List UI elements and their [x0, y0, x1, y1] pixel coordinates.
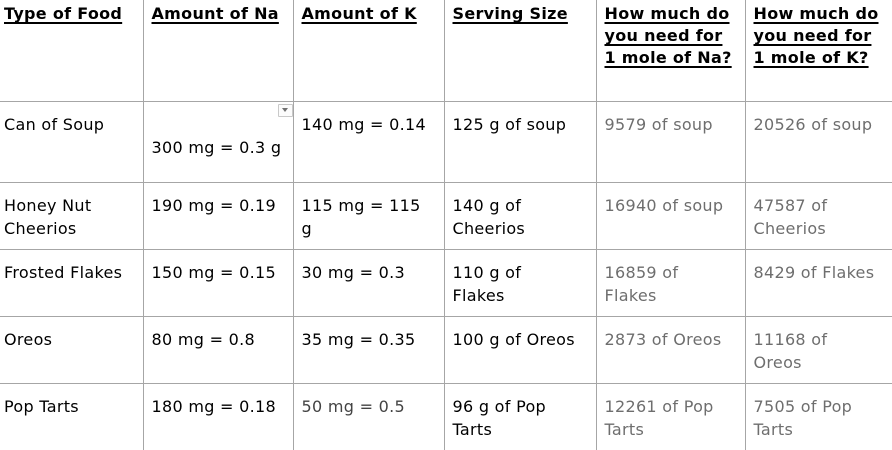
table-cell[interactable]: 47587 of Cheerios — [745, 182, 892, 250]
table-cell[interactable]: 125 g of soup — [444, 101, 597, 183]
table-cell[interactable]: Oreos — [0, 316, 144, 384]
cell-text: 150 mg = 0.15 — [151, 262, 276, 282]
table-cell[interactable]: 50 mg = 0.5 — [293, 383, 445, 450]
cell-text: 140 mg = 0.14 — [301, 114, 426, 134]
table-cell[interactable]: 16940 of soup — [596, 182, 746, 250]
table-cell[interactable]: 7505 of Pop Tarts — [745, 383, 892, 450]
cell-text: 16859 of Flakes — [604, 262, 679, 305]
table-cell[interactable]: 140 g of Cheerios — [444, 182, 597, 250]
table-cell[interactable]: Pop Tarts — [0, 383, 144, 450]
chevron-down-icon — [282, 108, 288, 112]
table-cell[interactable]: 180 mg = 0.18 — [143, 383, 294, 450]
cell-text: Honey Nut Cheerios — [4, 195, 92, 238]
table-cell[interactable]: Frosted Flakes — [0, 249, 144, 317]
table-cell[interactable]: 8429 of Flakes — [745, 249, 892, 317]
cell-text: 8429 of Flakes — [753, 262, 875, 282]
table-cell[interactable]: 300 mg = 0.3 g — [143, 101, 294, 183]
cell-text: 7505 of Pop Tarts — [753, 396, 853, 439]
table-cell[interactable]: 115 mg = 115 g — [293, 182, 445, 250]
table-cell[interactable]: 35 mg = 0.35 — [293, 316, 445, 384]
cell-text: 50 mg = 0.5 — [301, 396, 406, 416]
table-cell[interactable]: 150 mg = 0.15 — [143, 249, 294, 317]
table-row: Oreos 80 mg = 0.8 35 mg = 0.35 100 g of … — [0, 316, 892, 384]
table-cell[interactable]: Honey Nut Cheerios — [0, 182, 144, 250]
cell-text: 47587 of Cheerios — [753, 195, 828, 238]
cell-text: 190 mg = 0.19 — [151, 195, 276, 215]
table-cell[interactable]: 12261 of Pop Tarts — [596, 383, 746, 450]
cell-dropdown-button[interactable] — [277, 103, 292, 117]
cell-text: 125 g of soup — [452, 114, 567, 134]
cell-text: 80 mg = 0.8 — [151, 329, 256, 349]
cell-text: 2873 of Oreos — [604, 329, 722, 349]
header-cell-serving-size[interactable]: Serving Size — [444, 0, 597, 102]
table-cell[interactable]: 16859 of Flakes — [596, 249, 746, 317]
cell-text: 20526 of soup — [753, 114, 873, 134]
cell-text: 180 mg = 0.18 — [151, 396, 276, 416]
header-cell-need-for-mole-na[interactable]: How much do you need for 1 mole of Na? — [596, 0, 746, 102]
cell-text: 30 mg = 0.3 — [301, 262, 406, 282]
cell-text: Frosted Flakes — [4, 262, 123, 282]
table-row: Can of Soup 300 mg = 0.3 g 140 mg = 0.14… — [0, 101, 892, 183]
cell-text: 100 g of Oreos — [452, 329, 575, 349]
cell-text: 110 g of Flakes — [452, 262, 522, 305]
cell-text: 12261 of Pop Tarts — [604, 396, 714, 439]
cell-text: 11168 of Oreos — [753, 329, 828, 372]
cell-text: Oreos — [4, 329, 53, 349]
header-cell-amount-of-na[interactable]: Amount of Na — [143, 0, 294, 102]
table-row: Frosted Flakes 150 mg = 0.15 30 mg = 0.3… — [0, 249, 892, 317]
table-cell[interactable]: 140 mg = 0.14 — [293, 101, 445, 183]
cell-text: 300 mg = 0.3 g — [151, 137, 282, 157]
table-cell[interactable]: 11168 of Oreos — [745, 316, 892, 384]
table-cell[interactable]: 80 mg = 0.8 — [143, 316, 294, 384]
table-cell[interactable]: 190 mg = 0.19 — [143, 182, 294, 250]
table-cell[interactable]: Can of Soup — [0, 101, 144, 183]
header-cell-need-for-mole-k[interactable]: How much do you need for 1 mole of K? — [745, 0, 892, 102]
cell-text: 96 g of Pop Tarts — [452, 396, 547, 439]
table-cell[interactable]: 96 g of Pop Tarts — [444, 383, 597, 450]
cell-text: Pop Tarts — [4, 396, 79, 416]
cell-text: 16940 of soup — [604, 195, 724, 215]
header-cell-amount-of-k[interactable]: Amount of K — [293, 0, 445, 102]
table-cell[interactable]: 110 g of Flakes — [444, 249, 597, 317]
table-cell[interactable]: 30 mg = 0.3 — [293, 249, 445, 317]
cell-text: 115 mg = 115 g — [301, 195, 421, 238]
table-row: Pop Tarts 180 mg = 0.18 50 mg = 0.5 96 g… — [0, 383, 892, 450]
table-cell[interactable]: 20526 of soup — [745, 101, 892, 183]
table-cell[interactable]: 2873 of Oreos — [596, 316, 746, 384]
cell-text: 140 g of Cheerios — [452, 195, 526, 238]
table-row: Honey Nut Cheerios 190 mg = 0.19 115 mg … — [0, 182, 892, 250]
header-cell-type-of-food[interactable]: Type of Food — [0, 0, 144, 102]
cell-text: Can of Soup — [4, 114, 105, 134]
table-cell[interactable]: 9579 of soup — [596, 101, 746, 183]
header-row: Type of Food Amount of Na Amount of K Se… — [0, 0, 892, 102]
cell-text: 35 mg = 0.35 — [301, 329, 416, 349]
cell-text: 9579 of soup — [604, 114, 713, 134]
table-cell[interactable]: 100 g of Oreos — [444, 316, 597, 384]
